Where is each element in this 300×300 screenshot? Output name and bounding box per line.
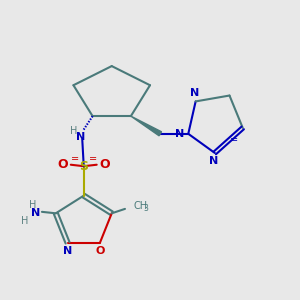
Text: O: O bbox=[95, 246, 105, 256]
Text: O: O bbox=[57, 158, 68, 171]
Text: CH: CH bbox=[134, 201, 148, 211]
Text: =: = bbox=[88, 154, 97, 164]
Text: N: N bbox=[32, 208, 41, 218]
Text: =: = bbox=[230, 135, 238, 146]
Text: H: H bbox=[29, 200, 37, 210]
Text: N: N bbox=[190, 88, 199, 98]
Text: H: H bbox=[22, 216, 29, 226]
Text: H: H bbox=[70, 126, 78, 136]
Text: S: S bbox=[79, 160, 88, 173]
Text: =: = bbox=[71, 154, 79, 164]
Text: N: N bbox=[76, 132, 86, 142]
Polygon shape bbox=[131, 116, 161, 136]
Text: 3: 3 bbox=[143, 204, 148, 213]
Text: N: N bbox=[209, 156, 218, 166]
Text: O: O bbox=[100, 158, 110, 171]
Text: N: N bbox=[176, 129, 185, 139]
Text: N: N bbox=[63, 246, 72, 256]
